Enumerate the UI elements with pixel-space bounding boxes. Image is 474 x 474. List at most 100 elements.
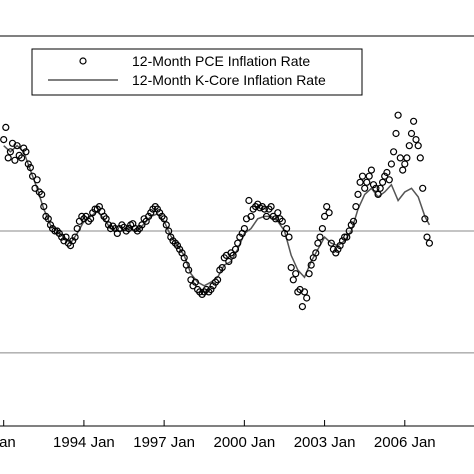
pce-point <box>390 148 398 156</box>
pce-point <box>180 254 188 262</box>
pce-point <box>321 212 329 220</box>
pce-point <box>20 144 28 152</box>
pce-point <box>71 233 79 241</box>
pce-point <box>2 123 10 132</box>
pce-point <box>392 129 400 138</box>
pce-point <box>160 215 168 223</box>
pce-point <box>399 166 407 174</box>
pce-point <box>341 233 349 241</box>
pce-point <box>325 209 333 217</box>
pce-point <box>120 223 128 231</box>
pce-point <box>145 212 153 220</box>
pce-point <box>229 251 237 259</box>
pce-point <box>376 184 384 192</box>
x-axis-ticks: Jan 1994 Jan 1997 Jan 2000 Jan 2003 Jan 2006 … <box>0 420 436 451</box>
pce-point <box>102 215 110 223</box>
pce-point <box>312 249 320 257</box>
pce-point <box>423 233 431 241</box>
pce-point <box>345 227 353 235</box>
pce-point <box>28 172 37 180</box>
pce-point <box>334 245 342 253</box>
pce-point <box>292 270 300 278</box>
pce-point <box>403 154 411 162</box>
legend: 12-Month PCE Inflation Rate 12-Month K-C… <box>31 48 363 96</box>
pce-point <box>316 233 324 241</box>
pce-point <box>419 184 427 192</box>
pce-point <box>26 164 34 172</box>
pce-point <box>167 233 175 241</box>
pce-point <box>289 276 297 284</box>
pce-point <box>162 221 170 229</box>
x-tick-label: 2006 Jan <box>374 434 436 451</box>
pce-point <box>104 221 113 229</box>
pce-point <box>138 221 146 229</box>
pce-point <box>278 217 286 225</box>
pce-point <box>40 203 48 211</box>
pce-point <box>173 242 182 250</box>
pce-point <box>307 261 315 269</box>
pce-point <box>153 205 161 213</box>
legend-label-kcore: 12-Month K-Core Inflation Rate <box>132 72 326 88</box>
pce-point <box>86 215 95 223</box>
pce-point <box>410 117 418 125</box>
pce-point <box>379 178 387 186</box>
pce-point <box>394 111 402 119</box>
pce-point <box>405 142 413 150</box>
pce-point <box>387 160 395 168</box>
pce-point <box>185 266 193 274</box>
legend-marker-pce <box>79 57 87 65</box>
pce-point <box>22 148 30 156</box>
pce-point <box>274 209 282 217</box>
pce-point <box>231 245 240 253</box>
pce-point <box>414 142 422 150</box>
pce-point <box>401 160 409 168</box>
pce-point <box>240 225 248 233</box>
pce-point <box>300 288 309 296</box>
pce-point <box>214 276 222 284</box>
x-tick-label: 1997 Jan <box>133 434 195 451</box>
pce-point <box>343 233 351 241</box>
pce-point <box>260 205 268 213</box>
pce-point <box>4 154 12 162</box>
pce-series-layer <box>0 111 433 311</box>
x-tick-label: Jan <box>0 434 16 451</box>
pce-point <box>305 270 313 278</box>
kcore-series-layer <box>3 144 431 287</box>
pce-point <box>218 264 226 272</box>
legend-label-pce: 12-Month PCE Inflation Rate <box>132 53 310 69</box>
pce-point <box>365 172 373 180</box>
plot-frame <box>0 35 474 427</box>
pce-point <box>363 178 371 186</box>
pce-point <box>416 154 424 162</box>
pce-point <box>285 233 293 241</box>
pce-point <box>407 129 416 138</box>
pce-point <box>338 237 347 245</box>
pce-point <box>46 221 55 229</box>
kcore-line <box>3 144 431 287</box>
pce-point <box>385 176 393 184</box>
pce-point <box>352 203 360 211</box>
pce-point <box>323 203 331 211</box>
pce-point <box>33 176 41 184</box>
pce-point <box>381 172 389 180</box>
pce-point <box>125 225 133 233</box>
pce-point <box>147 209 155 217</box>
pce-point <box>303 294 311 302</box>
pce-point <box>361 184 369 192</box>
pce-point <box>247 212 255 220</box>
pce-point <box>73 225 81 233</box>
pce-point <box>31 184 39 192</box>
pce-point <box>318 225 326 233</box>
pce-point <box>374 190 382 198</box>
pce-point <box>44 215 52 223</box>
pce-point <box>191 278 199 286</box>
legend-box <box>31 48 363 96</box>
pce-point <box>6 148 14 156</box>
pce-point <box>0 136 8 144</box>
pce-point <box>11 156 19 164</box>
pce-point <box>245 196 253 205</box>
pce-point <box>267 203 275 211</box>
pce-point <box>262 212 271 220</box>
pce-point <box>298 303 306 311</box>
